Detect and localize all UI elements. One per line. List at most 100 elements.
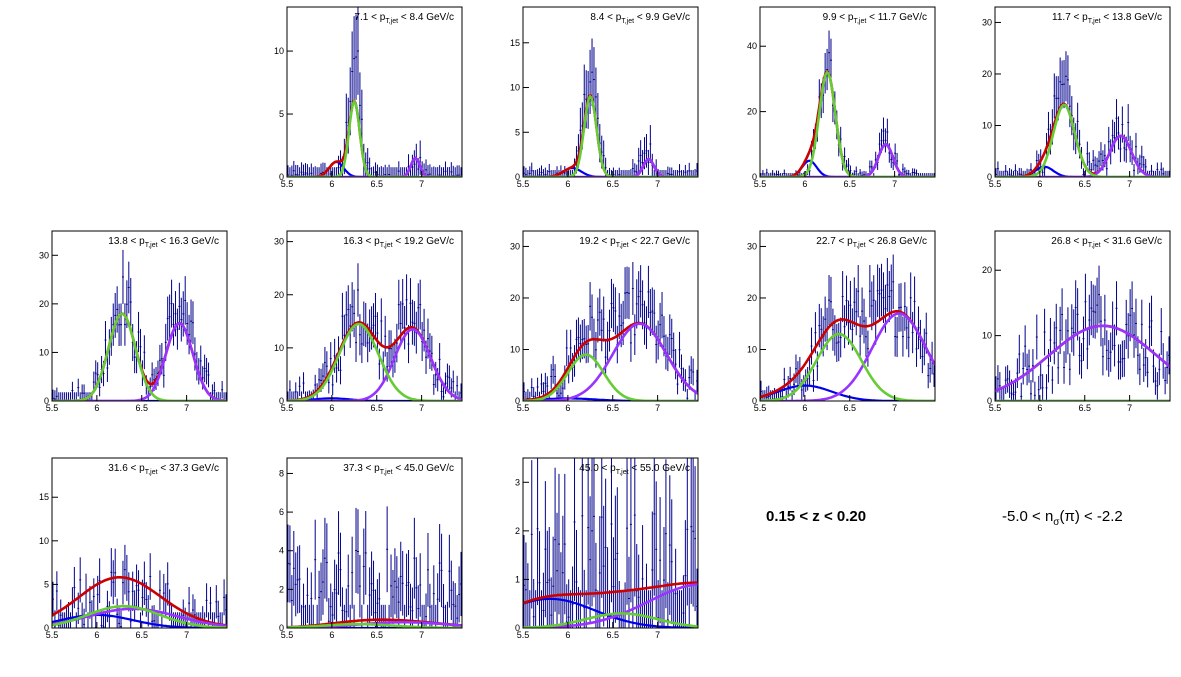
x-tick-label: 7 (419, 179, 424, 189)
y-tick-label: 10 (982, 120, 992, 130)
y-tick-label: 0 (44, 623, 49, 633)
x-tick-label: 5.5 (46, 630, 59, 640)
x-tick-label: 6.5 (606, 630, 619, 640)
x-tick-label: 6 (802, 179, 807, 189)
x-tick-label: 5.5 (989, 403, 1002, 413)
x-tick-label: 6.5 (843, 403, 856, 413)
y-tick-label: 0 (752, 172, 757, 182)
y-tick-label: 5 (279, 109, 284, 119)
y-tick-label: 4 (279, 546, 284, 556)
data-histogram (760, 254, 935, 401)
y-tick-label: 20 (982, 265, 992, 275)
chart-panel-2: 0 5 10 15 5.5 6 6.5 7 8.4 < pT,jet < 9.9 GeV/c (510, 6, 699, 189)
chart-panel-4: 0 10 20 30 5.5 6 6.5 7 11.7 < pT,jet < 13.8 GeV/… (982, 6, 1171, 189)
plot-frame (522, 230, 699, 402)
y-tick-label: 15 (510, 38, 520, 48)
x-tick-label: 5.5 (517, 179, 530, 189)
y-tick-label: 6 (279, 507, 284, 517)
x-tick-label: 6 (94, 403, 99, 413)
panel-title: 31.6 < pT,jet < 37.3 GeV/c (108, 463, 219, 476)
y-tick-label: 20 (510, 293, 520, 303)
fit-curve-blue (523, 397, 698, 401)
x-tick-label: 7 (655, 403, 660, 413)
nsigma-prefix: -5.0 < n (1002, 508, 1054, 525)
y-tick-label: 1 (515, 574, 520, 584)
x-tick-label: 6 (565, 630, 570, 640)
x-tick-label: 6.5 (1078, 179, 1091, 189)
x-tick-label: 7 (419, 403, 424, 413)
x-tick-label: 6.5 (843, 179, 856, 189)
y-tick-label: 10 (747, 344, 757, 354)
fit-curve-total (523, 581, 698, 605)
x-tick-label: 5.5 (281, 179, 294, 189)
plot-frame (759, 6, 936, 178)
y-tick-label: 30 (510, 241, 520, 251)
plot-frame (51, 457, 228, 629)
data-histogram (760, 30, 935, 177)
y-tick-label: 10 (274, 343, 284, 353)
fit-curve-total (52, 576, 227, 627)
x-tick-label: 6.5 (1078, 403, 1091, 413)
fit-curve-purple (760, 312, 935, 401)
x-tick-label: 5.5 (281, 403, 294, 413)
panel-title: 26.8 < pT,jet < 31.6 GeV/c (1051, 236, 1162, 249)
y-tick-label: 30 (274, 237, 284, 247)
y-tick-label: 20 (274, 290, 284, 300)
fit-curve-green (760, 70, 935, 177)
y-tick-label: 3 (515, 477, 520, 487)
data-histogram (523, 458, 698, 628)
y-tick-label: 0 (279, 172, 284, 182)
plot-frame (522, 6, 699, 178)
x-tick-label: 5.5 (754, 403, 767, 413)
x-tick-label: 7 (892, 179, 897, 189)
fit-curve-total (287, 98, 462, 177)
nsigma-suffix: (π) < -2.2 (1059, 508, 1123, 525)
y-tick-label: 0 (752, 396, 757, 406)
y-tick-label: 0 (279, 623, 284, 633)
y-tick-label: 5 (515, 127, 520, 137)
y-tick-label: 2 (515, 526, 520, 536)
fit-curve-blue (760, 384, 935, 401)
plot-frame (759, 230, 936, 402)
x-tick-label: 7 (655, 179, 660, 189)
nsigma-range-annotation: -5.0 < nσ(π) < -2.2 (1002, 508, 1123, 528)
fit-curve-green (523, 612, 698, 628)
x-tick-label: 6.5 (606, 179, 619, 189)
plot-frame (51, 230, 228, 402)
x-tick-label: 6 (329, 630, 334, 640)
x-tick-label: 6 (1037, 403, 1042, 413)
panel-title: 45.0 < pT,jet < 55.0 GeV/c (579, 463, 690, 476)
x-tick-label: 6.5 (135, 630, 148, 640)
fit-curve-green (287, 98, 462, 177)
x-tick-label: 6.5 (370, 403, 383, 413)
y-tick-label: 2 (279, 584, 284, 594)
chart-panel-9: 0 10 20 5.5 6 6.5 7 26.8 < pT,jet < 31.6 GeV/c (982, 230, 1171, 413)
y-tick-label: 20 (982, 69, 992, 79)
panel-title: 13.8 < pT,jet < 16.3 GeV/c (108, 236, 219, 249)
plot-frame (994, 6, 1171, 178)
fit-curve-purple (52, 322, 227, 401)
x-tick-label: 5.5 (517, 403, 530, 413)
data-histogram (523, 262, 698, 401)
fit-curve-green (52, 312, 227, 401)
y-tick-label: 0 (515, 623, 520, 633)
x-tick-label: 5.5 (989, 179, 1002, 189)
x-tick-label: 6.5 (370, 630, 383, 640)
fit-curve-total (287, 320, 462, 401)
y-tick-label: 0 (515, 172, 520, 182)
y-tick-label: 40 (747, 41, 757, 51)
chart-panel-12: 0 1 2 3 5.5 6 6.5 7 45.0 < pT,jet < 55.0 GeV/c (515, 457, 699, 640)
plot-frame (994, 230, 1171, 402)
y-tick-label: 0 (44, 396, 49, 406)
panel-title: 9.9 < pT,jet < 11.7 GeV/c (823, 12, 927, 25)
data-histogram (287, 506, 462, 628)
y-tick-label: 10 (510, 344, 520, 354)
chart-panel-1: 0 5 10 5.5 6 6.5 7 7.1 < pT,jet < 8.4 GeV/c (274, 6, 463, 189)
data-histogram (287, 263, 462, 401)
data-histogram (287, 7, 462, 177)
y-tick-label: 20 (747, 293, 757, 303)
y-tick-label: 30 (747, 241, 757, 251)
x-tick-label: 5.5 (281, 630, 294, 640)
